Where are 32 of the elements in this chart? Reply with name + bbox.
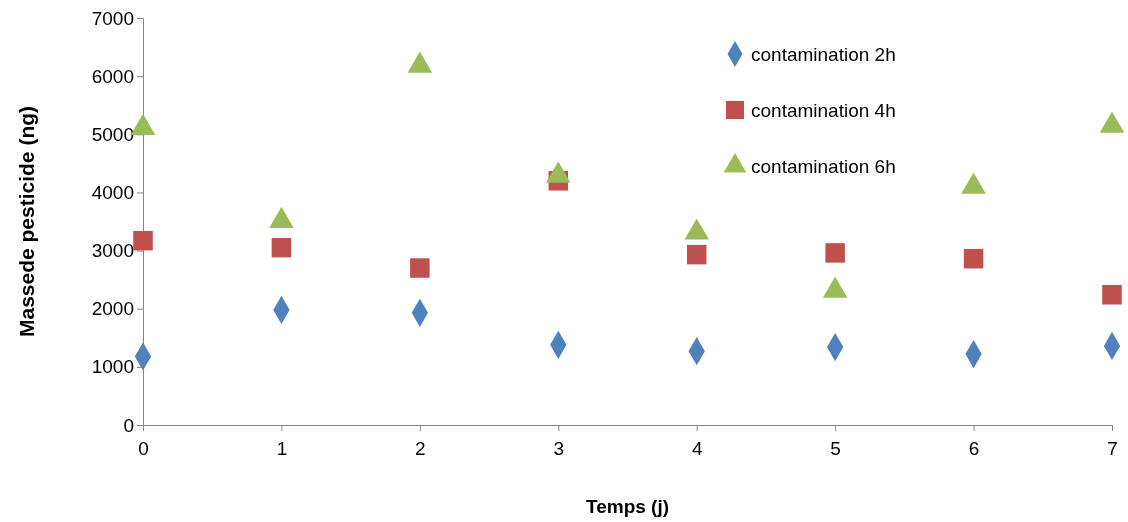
x-tick-label: 6 (968, 437, 980, 459)
x-tick-label: 5 (830, 437, 841, 459)
x-tick-label: 4 (691, 437, 703, 459)
point (1102, 285, 1122, 305)
point (1099, 111, 1125, 133)
y-tick-label: 1000 (91, 356, 134, 378)
y-tick-label: 2000 (91, 298, 134, 320)
point (825, 243, 845, 263)
y-tick-label: 5000 (91, 123, 134, 145)
y-tick-label: 3000 (91, 240, 134, 262)
point (410, 258, 430, 278)
point (407, 51, 433, 73)
x-tick-label: 3 (553, 437, 565, 459)
y-tick-label: 0 (123, 414, 134, 436)
x-tick-label: 1 (276, 437, 288, 459)
y-axis-title: Massede pesticide (ng) (15, 105, 38, 338)
legend-label: contamination 4h (751, 100, 896, 121)
x-tick-label: 0 (138, 437, 149, 459)
point (271, 237, 292, 258)
y-tick-label: 7000 (91, 7, 134, 29)
x-axis-title: Temps (j) (585, 496, 670, 517)
y-tick-label: 6000 (91, 65, 134, 87)
point (133, 230, 153, 251)
legend-label: contamination 2h (751, 44, 896, 65)
x-tick-label: 2 (415, 437, 426, 459)
y-tick-label: 4000 (91, 182, 134, 204)
point (686, 244, 707, 265)
x-tick-label: 7 (1107, 437, 1118, 459)
point (963, 248, 984, 269)
legend-label: contamination 6h (751, 156, 896, 177)
point (546, 161, 571, 183)
point (961, 172, 986, 194)
